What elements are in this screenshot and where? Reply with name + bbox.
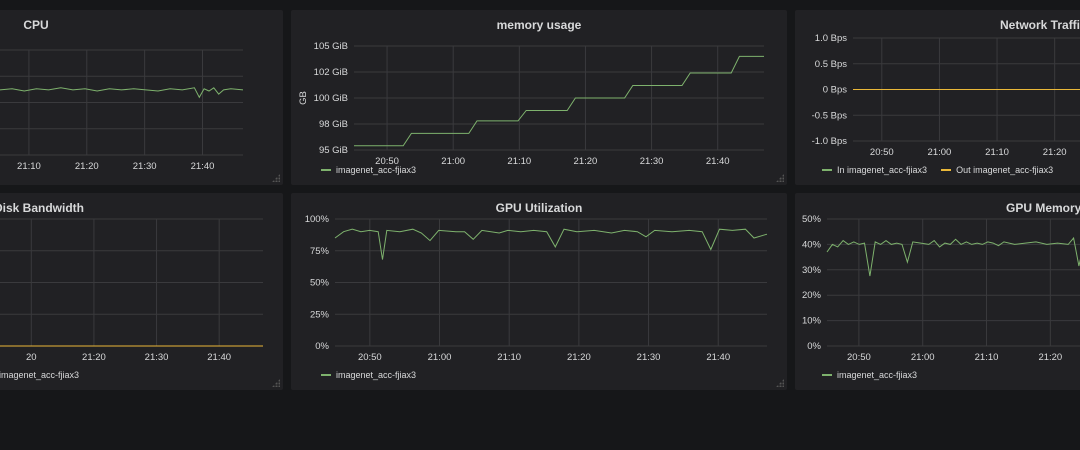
x-tick-label: 21:00	[428, 352, 452, 363]
panel-network-traffic[interactable]: Network Traffic 1.0 Bps 0.5 Bps 0 Bps -0.5 …	[795, 10, 1080, 185]
x-tick-label: 21:00	[441, 156, 465, 167]
legend: imagenet_acc-fjiax3	[321, 165, 416, 175]
x-tick-label: 21:10	[985, 147, 1009, 158]
y-tick-label: 105 GiB	[314, 41, 348, 52]
y-tick-label: 50%	[310, 278, 330, 289]
legend-swatch	[321, 374, 331, 376]
panel-title[interactable]: Disk Bandwidth	[0, 201, 85, 215]
series-line	[0, 87, 244, 99]
x-tick-label: 21:30	[637, 352, 661, 363]
x-tick-label: 21:40	[706, 156, 730, 167]
panel-disk-bandwidth[interactable]: Disk Bandwidth 20 21:20 21:30 21:40 imagene…	[0, 193, 283, 390]
legend: imagenet_acc-fjiax3	[321, 370, 416, 380]
panel-gpu-memory[interactable]: GPU Memory 50% 40% 30% 20% 10% 0% 20:50 21:00 21…	[795, 193, 1080, 390]
x-tick-label: 21:10	[975, 352, 999, 363]
panel-title[interactable]: Network Traffic	[1000, 18, 1080, 32]
legend-item[interactable]: In imagenet_acc-fjiax3	[822, 165, 927, 175]
legend-item[interactable]: imagenet_acc-fjiax3	[321, 165, 416, 175]
x-tick-label: 21:30	[145, 352, 169, 363]
y-tick-label: 100%	[305, 214, 330, 225]
x-tick-label: 21:00	[911, 352, 935, 363]
x-tick-label: 21:40	[207, 352, 231, 363]
x-tick-label: 21:20	[574, 156, 598, 167]
panel-title[interactable]: GPU Utilization	[495, 201, 583, 215]
y-tick-label: 95 GiB	[319, 145, 348, 156]
panel-gpu-utilization[interactable]: GPU Utilization 100% 75% 50% 25% 0% 20:50 21:0…	[291, 193, 787, 390]
x-tick-label: 21:30	[640, 156, 664, 167]
legend-item[interactable]: imagenet_acc-fjiax3	[0, 370, 79, 380]
y-tick-label: 75%	[310, 246, 330, 257]
legend-label: In imagenet_acc-fjiax3	[837, 165, 928, 175]
x-tick-label: 21:30	[133, 161, 157, 172]
x-tick-label: 21:20	[75, 161, 99, 172]
x-tick-label: 21:20	[567, 352, 591, 363]
legend-swatch	[941, 169, 952, 171]
y-tick-label: 40%	[802, 239, 822, 250]
legend-item[interactable]: imagenet_acc-fjiax3	[822, 370, 917, 380]
y-tick-label: 0.5 Bps	[815, 59, 847, 70]
resize-handle-icon[interactable]	[272, 379, 280, 387]
resize-handle-icon[interactable]	[272, 174, 280, 182]
x-tick-label: 21:10	[17, 161, 41, 172]
series-line	[354, 55, 764, 147]
legend: In imagenet_acc-fjiax3 Out imagenet_acc-f…	[822, 165, 1053, 175]
chart-network-traffic: 1.0 Bps 0.5 Bps 0 Bps -0.5 Bps -1.0 Bps 20:50…	[812, 33, 1080, 158]
chart-disk-bandwidth: 20 21:20 21:30 21:40	[0, 218, 263, 363]
x-tick-label: 21:20	[82, 352, 106, 363]
legend-label: imagenet_acc-fjiax3	[336, 165, 417, 175]
chart-cpu: 21:10 21:20 21:30 21:40	[0, 49, 244, 172]
x-tick-label: 21:10	[497, 352, 521, 363]
legend-item[interactable]: imagenet_acc-fjiax3	[321, 370, 416, 380]
y-tick-label: -0.5 Bps	[812, 110, 848, 121]
resize-handle-icon[interactable]	[776, 174, 784, 182]
panel-title[interactable]: GPU Memory	[1006, 201, 1080, 215]
x-tick-label: 20:50	[375, 156, 399, 167]
x-tick-label: 20	[26, 352, 37, 363]
x-tick-label: 20:50	[870, 147, 894, 158]
legend-label: imagenet_acc-fjiax3	[0, 370, 80, 380]
panel-title[interactable]: CPU	[23, 18, 49, 32]
x-tick-label: 21:10	[507, 156, 531, 167]
legend: imagenet_acc-fjiax3	[0, 370, 79, 380]
y-tick-label: 10%	[802, 316, 822, 327]
legend-swatch	[321, 169, 331, 171]
panel-title[interactable]: memory usage	[496, 18, 582, 32]
legend: imagenet_acc-fjiax3	[822, 370, 917, 380]
y-tick-label: 25%	[310, 309, 330, 320]
y-tick-label: 98 GiB	[319, 119, 348, 130]
y-tick-label: -1.0 Bps	[812, 136, 848, 147]
legend-swatch	[822, 374, 832, 376]
x-tick-label: 21:20	[1043, 147, 1067, 158]
y-tick-label: 102 GiB	[314, 67, 348, 78]
chart-memory-usage: 105 GiB 102 GiB 100 GiB 98 GiB 95 GiB 20:50 21…	[298, 41, 764, 167]
legend-swatch	[822, 169, 832, 171]
x-tick-label: 20:50	[847, 352, 871, 363]
x-tick-label: 21:20	[1038, 352, 1062, 363]
y-tick-label: 20%	[802, 290, 822, 301]
x-tick-label: 20:50	[358, 352, 382, 363]
y-tick-label: 0%	[807, 341, 821, 352]
x-tick-label: 21:40	[706, 352, 730, 363]
x-tick-label: 21:40	[191, 161, 215, 172]
legend-label: Out imagenet_acc-fjiax3	[956, 165, 1054, 175]
legend-item[interactable]: Out imagenet_acc-fjiax3	[941, 165, 1053, 175]
chart-gpu-memory: 50% 40% 30% 20% 10% 0% 20:50 21:00 21:10 21:20	[802, 214, 1080, 363]
y-tick-label: 30%	[802, 265, 822, 276]
y-axis-label: GB	[298, 91, 309, 105]
panel-memory-usage[interactable]: memory usage 105 GiB 102 GiB 100 GiB 98 GiB…	[291, 10, 787, 185]
panel-cpu[interactable]: CPU 21:10 21:20 21:30 21:40	[0, 10, 283, 185]
y-tick-label: 1.0 Bps	[815, 33, 847, 44]
y-tick-label: 0 Bps	[823, 85, 848, 96]
y-tick-label: 50%	[802, 214, 822, 225]
legend-label: imagenet_acc-fjiax3	[837, 370, 918, 380]
chart-gpu-utilization: 100% 75% 50% 25% 0% 20:50 21:00 21:10 21:20 21:30…	[305, 214, 768, 363]
y-tick-label: 0%	[315, 341, 329, 352]
series-line	[826, 236, 1080, 277]
legend-label: imagenet_acc-fjiax3	[336, 370, 417, 380]
x-tick-label: 21:00	[928, 147, 952, 158]
y-tick-label: 100 GiB	[314, 93, 348, 104]
resize-handle-icon[interactable]	[776, 379, 784, 387]
series-line	[334, 228, 768, 260]
